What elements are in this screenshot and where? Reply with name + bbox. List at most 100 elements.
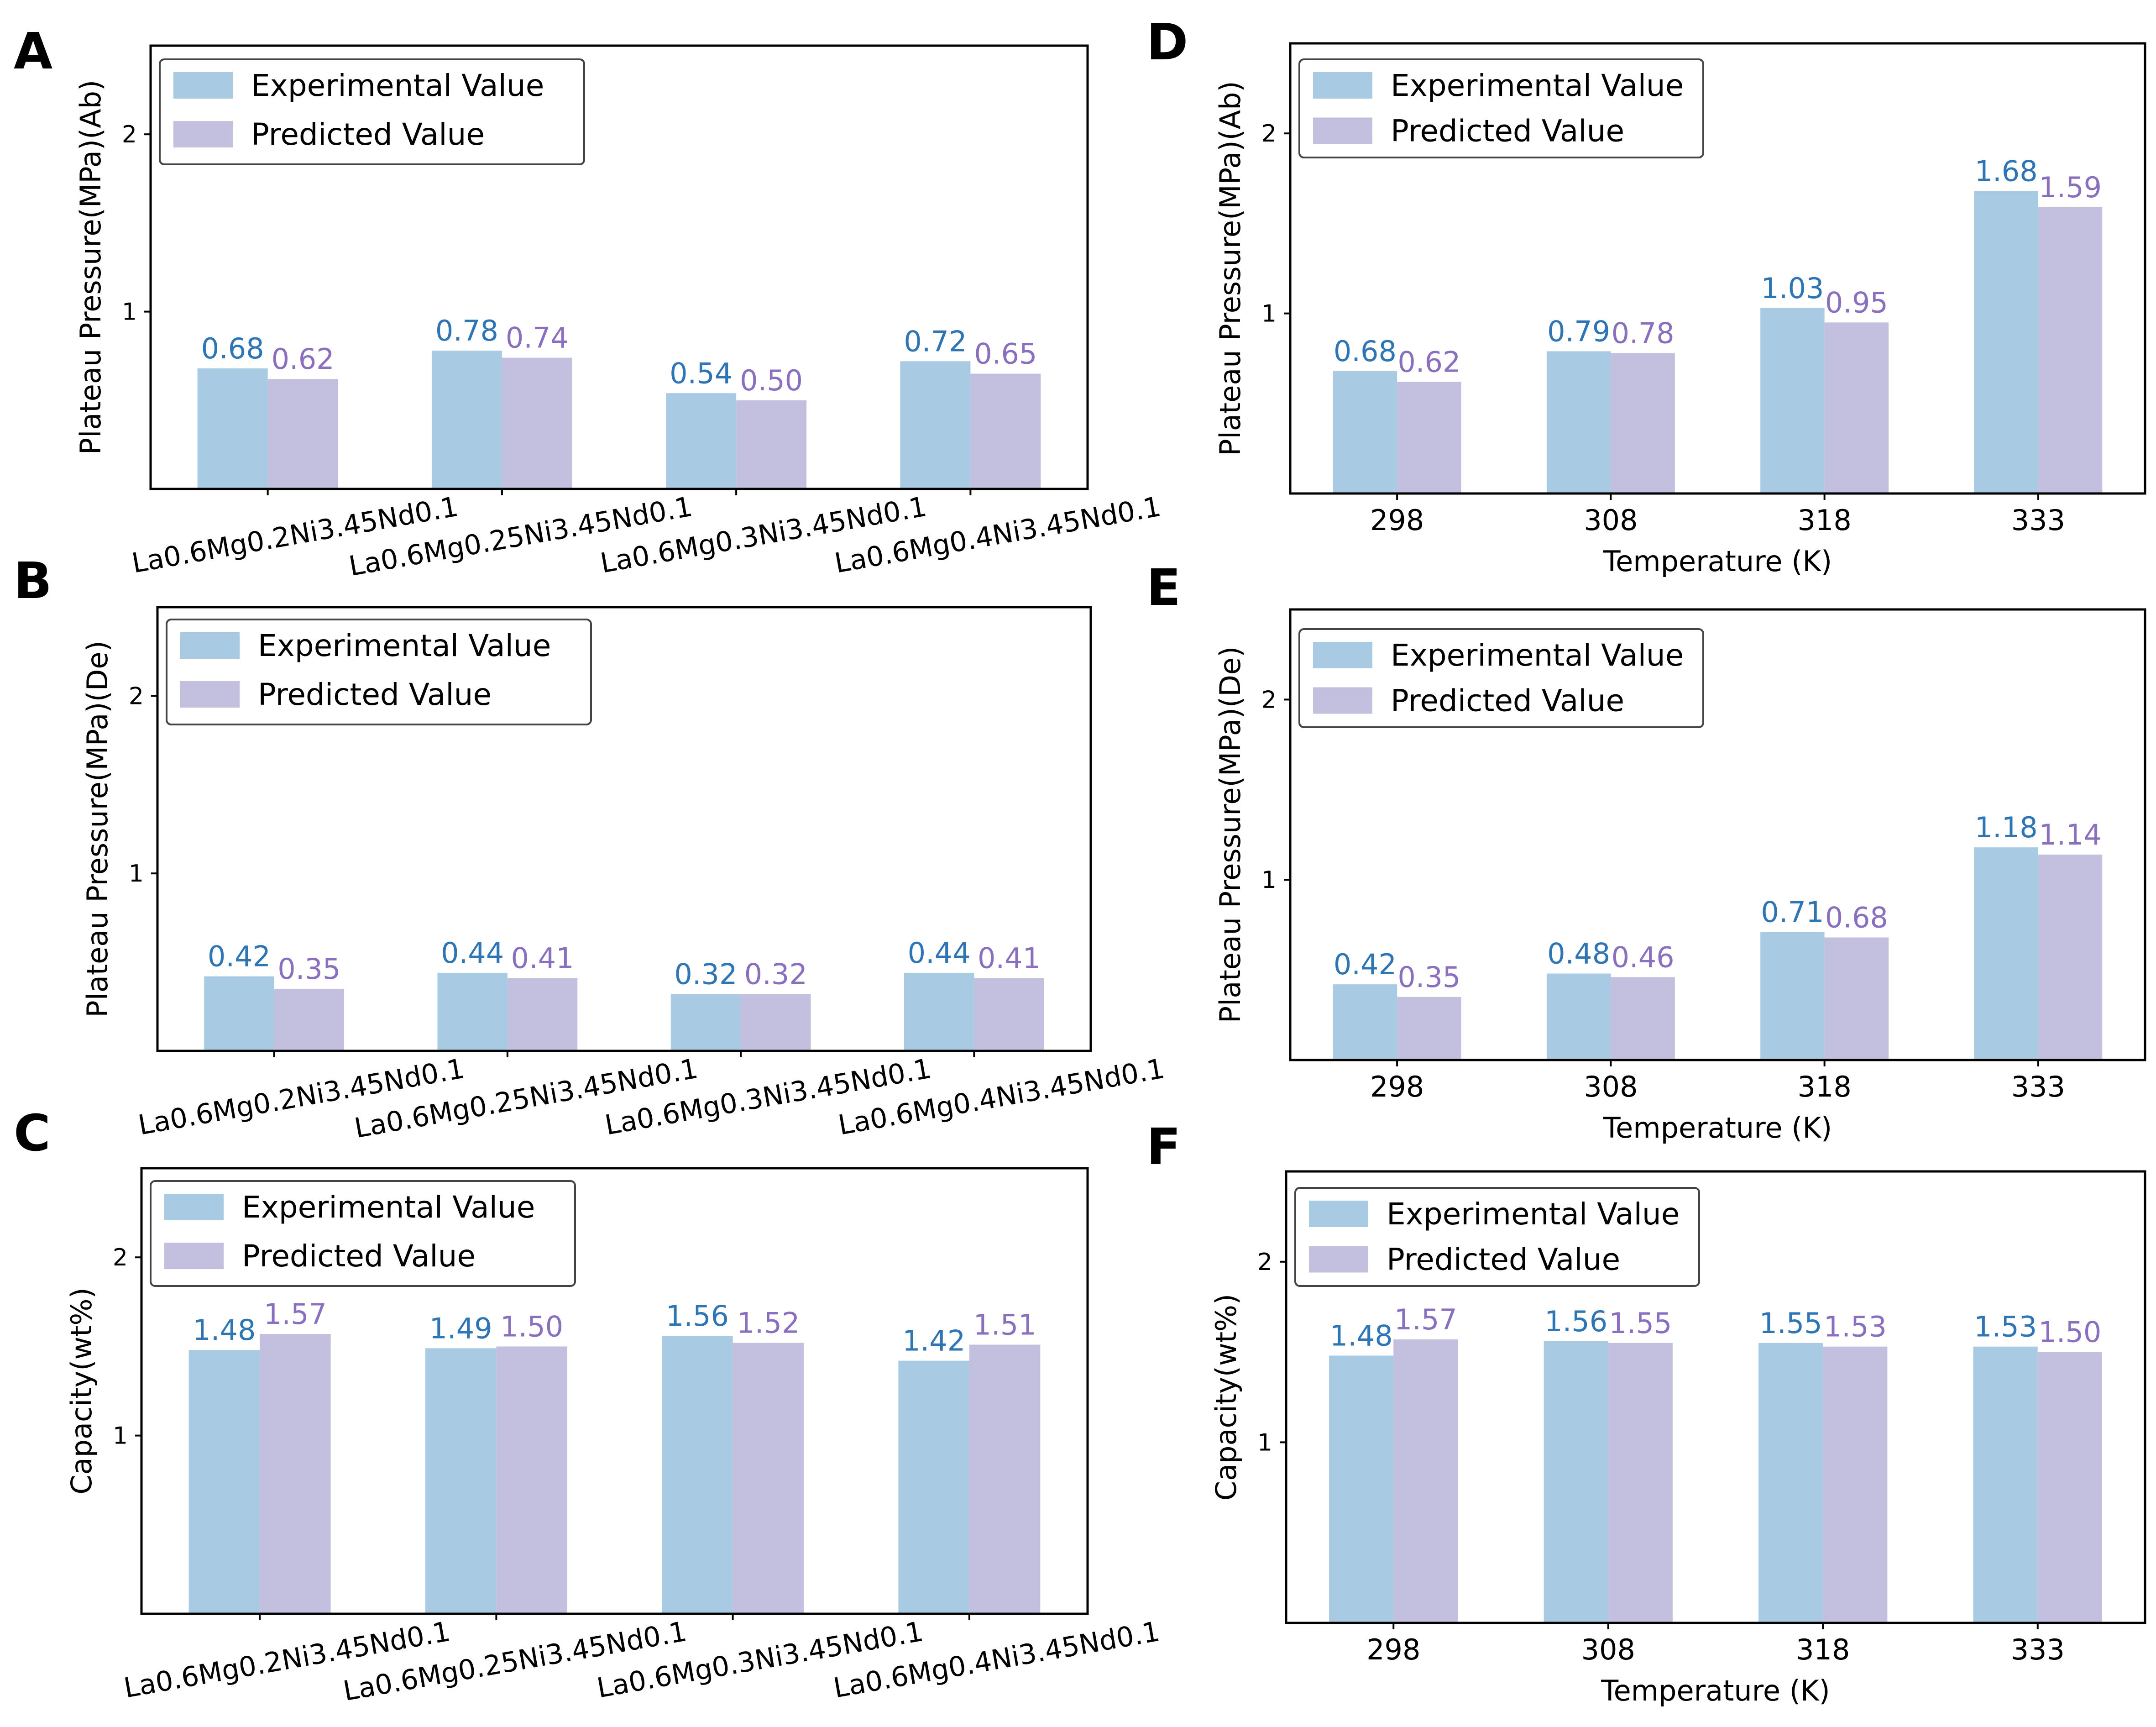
x-axis-label: Temperature (K)	[1603, 1111, 1832, 1144]
experimental-bar	[1973, 1346, 2038, 1623]
y-axis-label: Plateau Pressure(MPa)(De)	[81, 640, 114, 1018]
predicted-data-label: 0.35	[1397, 961, 1460, 994]
predicted-data-label: 1.52	[737, 1307, 800, 1340]
x-category-label: 333	[2011, 1070, 2065, 1103]
y-axis-label: Capacity(wt%)	[65, 1287, 98, 1494]
experimental-data-label: 1.68	[1975, 154, 2038, 188]
y-tick-label: 1	[113, 1423, 128, 1450]
experimental-bar	[1546, 973, 1611, 1060]
experimental-data-label: 0.32	[674, 958, 737, 991]
experimental-legend-swatch	[1313, 72, 1372, 99]
predicted-bar	[496, 1346, 567, 1614]
experimental-legend-swatch	[164, 1194, 224, 1220]
x-category-label: 298	[1366, 1633, 1420, 1666]
plot-frame	[156, 606, 1092, 1052]
predicted-bar	[507, 978, 578, 1051]
panel-letter: D	[1146, 13, 1188, 71]
predicted-data-label: 1.53	[1824, 1310, 1887, 1344]
predicted-data-label: 0.46	[1612, 940, 1675, 974]
predicted-bar	[2038, 207, 2103, 493]
predicted-bar	[274, 988, 344, 1051]
plot-frame	[1285, 1170, 2146, 1624]
predicted-bar	[2038, 854, 2103, 1060]
x-category-label: 308	[1581, 1633, 1635, 1666]
experimental-bar	[662, 1335, 733, 1614]
predicted-legend-label: Predicted Value	[258, 677, 492, 712]
predicted-data-label: 0.68	[1825, 901, 1888, 934]
predicted-legend-swatch	[173, 121, 233, 147]
experimental-legend-label: Experimental Value	[251, 68, 544, 103]
panel-letter: A	[14, 22, 52, 80]
predicted-data-label: 0.62	[272, 342, 335, 376]
experimental-bar	[1544, 1341, 1608, 1623]
experimental-data-label: 0.68	[1334, 335, 1397, 368]
y-tick-label: 2	[129, 682, 144, 710]
y-tick-label: 2	[1257, 1249, 1272, 1276]
predicted-legend-swatch	[1313, 687, 1372, 714]
predicted-legend-label: Predicted Value	[1387, 1242, 1620, 1277]
experimental-legend-label: Experimental Value	[1387, 1197, 1680, 1232]
predicted-legend-swatch	[164, 1243, 224, 1269]
experimental-bar	[188, 1350, 260, 1614]
panel-letter: E	[1146, 558, 1181, 617]
experimental-legend-label: Experimental Value	[1391, 68, 1684, 103]
predicted-data-label: 1.57	[264, 1297, 327, 1331]
experimental-data-label: 0.78	[435, 314, 498, 347]
predicted-bar	[736, 400, 807, 489]
experimental-legend-label: Experimental Value	[1391, 638, 1684, 673]
panel-a: A0.680.780.540.720.620.740.500.6512La0.6…	[14, 22, 1163, 583]
predicted-bar	[502, 357, 572, 489]
y-tick-label: 2	[122, 121, 137, 148]
experimental-bar	[204, 976, 274, 1051]
predicted-legend-label: Predicted Value	[1391, 114, 1624, 149]
experimental-bar	[904, 972, 974, 1051]
predicted-data-label: 0.32	[744, 958, 807, 991]
legend: Experimental Value Predicted Value	[1298, 628, 1704, 728]
predicted-bar	[1397, 382, 1461, 493]
y-tick-label: 2	[1261, 686, 1277, 714]
predicted-bar	[969, 1344, 1041, 1614]
x-category-label: 318	[1796, 1633, 1850, 1666]
predicted-legend-label: Predicted Value	[242, 1239, 476, 1274]
y-tick-label: 1	[122, 299, 137, 326]
experimental-bar	[1760, 932, 1825, 1060]
legend-box	[159, 58, 585, 165]
y-tick-label: 1	[1261, 300, 1277, 328]
experimental-legend-swatch	[1313, 642, 1372, 668]
predicted-bar	[1608, 1343, 1673, 1623]
experimental-bar	[1546, 351, 1611, 493]
predicted-data-label: 0.74	[506, 321, 569, 355]
experimental-bar	[666, 393, 737, 489]
experimental-bar	[1333, 984, 1397, 1060]
predicted-data-label: 0.95	[1825, 286, 1888, 319]
legend: Experimental Value Predicted Value	[1294, 1187, 1700, 1287]
panel-letter: F	[1146, 1118, 1181, 1176]
experimental-legend-swatch	[180, 632, 240, 659]
predicted-data-label: 1.55	[1609, 1307, 1672, 1340]
predicted-bar	[1824, 322, 1889, 493]
panel-e: E 0.42 0.48 0.71 1.18 0.35 0.46 0.68 1.14 1 2 298 30…	[1146, 558, 2146, 1144]
predicted-data-label: 1.50	[2038, 1316, 2101, 1349]
x-category-label: 298	[1370, 1070, 1424, 1103]
experimental-data-label: 0.54	[670, 357, 733, 390]
experimental-data-label: 1.48	[193, 1313, 256, 1347]
y-tick-label: 1	[1257, 1429, 1272, 1456]
experimental-bar	[670, 994, 741, 1051]
legend-box	[1294, 1187, 1700, 1287]
experimental-bar	[431, 351, 502, 489]
experimental-legend-label: Experimental Value	[258, 628, 551, 663]
experimental-bar	[900, 361, 971, 489]
predicted-data-label: 0.62	[1397, 345, 1460, 378]
experimental-data-label: 1.48	[1330, 1319, 1393, 1353]
predicted-data-label: 1.14	[2039, 818, 2102, 851]
y-tick-label: 1	[129, 860, 144, 887]
x-category-label: 298	[1370, 504, 1424, 537]
predicted-bar	[733, 1343, 804, 1614]
experimental-data-label: 1.49	[429, 1312, 492, 1345]
experimental-data-label: 0.72	[904, 325, 967, 358]
experimental-data-label: 1.03	[1761, 272, 1824, 305]
panel-d: D 0.68 0.79 1.03 1.68 0.62 0.78 0.95 1.59 1 2 298 30…	[1146, 13, 2146, 578]
predicted-bar	[1393, 1339, 1458, 1623]
experimental-data-label: 0.44	[908, 936, 971, 970]
predicted-bar	[741, 994, 811, 1051]
